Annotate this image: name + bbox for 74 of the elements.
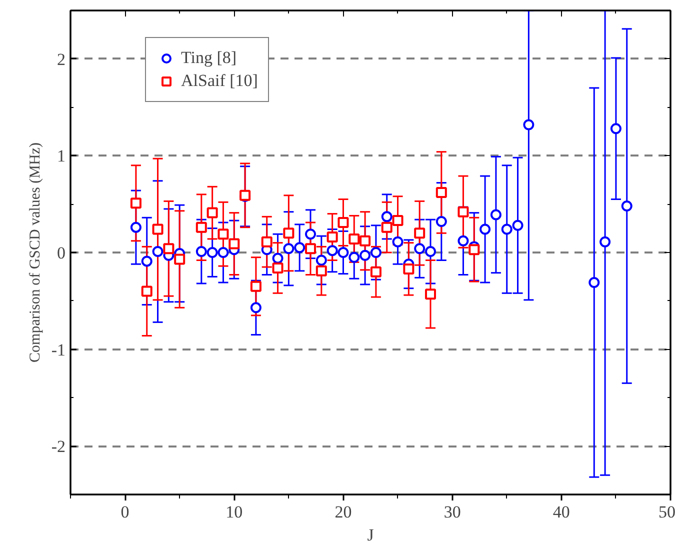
y-tick-label: 1 [57, 146, 66, 166]
point [370, 266, 382, 278]
y-tick-label: -2 [51, 437, 66, 456]
point [196, 222, 207, 233]
point [370, 247, 382, 258]
point [152, 246, 164, 258]
x-tick-label: 0 [120, 502, 130, 522]
point [468, 244, 480, 256]
point [141, 256, 152, 267]
point [403, 263, 414, 274]
point [458, 206, 469, 218]
point [130, 222, 142, 233]
y-tick-label: 0 [57, 244, 66, 262]
point [348, 252, 360, 263]
point [425, 288, 436, 300]
point [196, 246, 207, 258]
point [414, 228, 426, 239]
point [305, 228, 316, 240]
point [326, 245, 338, 256]
point [218, 247, 229, 258]
point [480, 224, 491, 235]
point [381, 211, 392, 222]
point [436, 216, 447, 228]
point [141, 286, 152, 297]
point [305, 243, 316, 254]
x-tick-label: 50 [658, 502, 675, 522]
point [490, 209, 502, 220]
point [272, 252, 284, 264]
point [130, 198, 142, 209]
point [283, 243, 294, 254]
point [326, 232, 338, 243]
x-tick-label: 30 [444, 502, 461, 522]
point [338, 247, 349, 258]
point [600, 236, 611, 248]
point [348, 233, 360, 244]
y-tick-label: 2 [57, 50, 66, 69]
point [316, 254, 327, 266]
point [458, 235, 469, 246]
point [501, 224, 512, 235]
x-tick-label: 20 [334, 502, 352, 522]
point [174, 254, 186, 265]
legend-label: Ting [8] [181, 48, 237, 68]
point [283, 228, 294, 239]
point [206, 207, 218, 218]
point [360, 235, 371, 246]
point [621, 200, 632, 212]
point [294, 242, 306, 254]
point [338, 216, 349, 228]
x-tick-label: 40 [552, 502, 570, 522]
point [425, 246, 436, 258]
y-tick-label: -1 [51, 340, 66, 360]
point [610, 123, 622, 134]
x-tick-label: 10 [226, 502, 243, 522]
point [316, 265, 327, 276]
point [163, 243, 174, 254]
y-axis-title: Comparison of GSCD values (MHz) [27, 142, 44, 362]
x-axis-title: J [367, 526, 374, 544]
point [228, 238, 240, 250]
legend-label: AlSaif [10] [181, 71, 258, 91]
point [272, 262, 284, 274]
point [381, 222, 392, 233]
point [414, 243, 426, 254]
point [206, 247, 218, 258]
point [250, 302, 262, 314]
point [152, 224, 164, 235]
point [523, 119, 534, 130]
point [360, 250, 371, 261]
point [436, 186, 447, 198]
point [261, 236, 272, 248]
point [512, 220, 524, 231]
point [250, 280, 262, 292]
point [588, 277, 600, 288]
point [392, 215, 404, 226]
point [218, 228, 229, 240]
